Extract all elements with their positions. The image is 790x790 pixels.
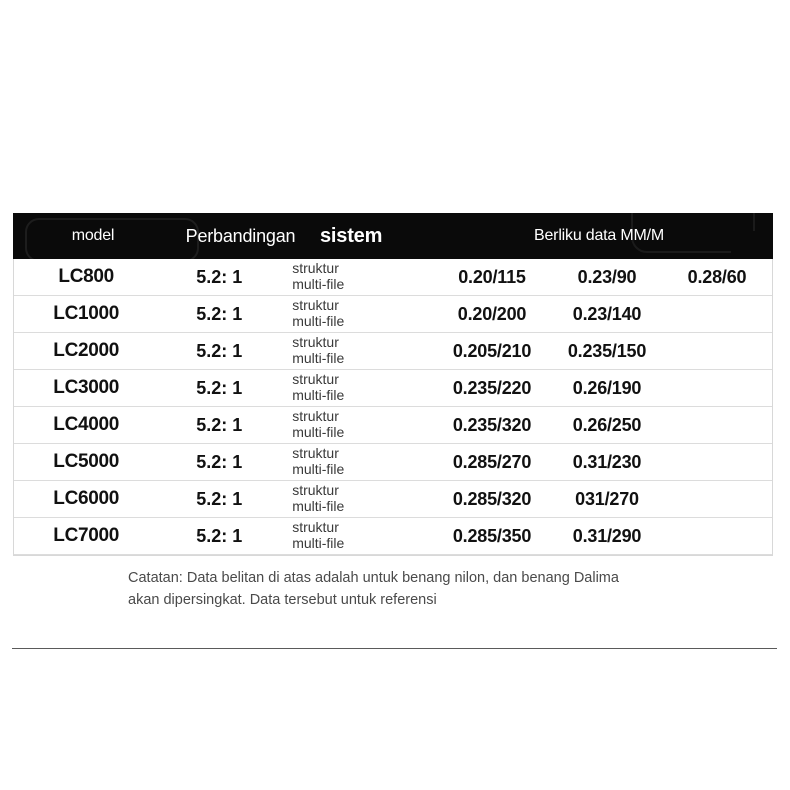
cell-system: struktur multi-file (280, 483, 414, 514)
cell-value-2: 0.26/190 (572, 377, 642, 398)
cell-values: 0.285/320 031/270 (414, 489, 772, 510)
cell-system: struktur multi-file (280, 446, 414, 477)
table-header-band: model Perbandingan sistem Berliku data M… (13, 213, 773, 259)
cell-value-2: 0.23/90 (577, 266, 637, 287)
cell-value-1: 0.285/320 (452, 488, 532, 509)
column-header-data: Berliku data MM/M (534, 227, 664, 244)
specification-table: model Perbandingan sistem Berliku data M… (13, 213, 773, 556)
cell-system-line1: struktur (292, 445, 339, 462)
table-row: LC800 5.2: 1 struktur multi-file 0.20/11… (14, 259, 772, 296)
cell-model: LC3000 (53, 377, 120, 398)
cell-model: LC800 (58, 266, 114, 287)
table-row: LC1000 5.2: 1 struktur multi-file 0.20/2… (14, 296, 772, 333)
cell-value-2: 0.23/140 (572, 303, 642, 324)
cell-value-1: 0.205/210 (452, 340, 532, 361)
cell-system: struktur multi-file (280, 298, 414, 329)
cell-system-line1: struktur (292, 297, 339, 314)
cell-values: 0.20/115 0.23/90 0.28/60 (414, 267, 772, 288)
table-footnote: Catatan: Data belitan di atas adalah unt… (128, 568, 728, 612)
cell-value-1: 0.235/320 (452, 414, 532, 435)
cell-model: LC7000 (53, 525, 120, 546)
cell-ratio: 5.2: 1 (196, 525, 243, 546)
cell-value-1: 0.285/270 (452, 451, 532, 472)
table-row: LC6000 5.2: 1 struktur multi-file 0.285/… (14, 481, 772, 518)
cell-system-line1: struktur (292, 260, 339, 277)
cell-value-2: 031/270 (575, 488, 639, 509)
cell-ratio: 5.2: 1 (196, 451, 243, 472)
cell-model: LC5000 (53, 451, 120, 472)
cell-value-1: 0.235/220 (452, 377, 532, 398)
table-row: LC5000 5.2: 1 struktur multi-file 0.285/… (14, 444, 772, 481)
table-row: LC2000 5.2: 1 struktur multi-file 0.205/… (14, 333, 772, 370)
cell-system-line2: multi-file (292, 498, 345, 514)
cell-ratio: 5.2: 1 (196, 303, 243, 324)
cell-ratio: 5.2: 1 (196, 488, 243, 509)
cell-value-2: 0.31/290 (572, 525, 642, 546)
cell-system-line2: multi-file (292, 350, 345, 366)
footnote-line-2: akan dipersingkat. Data tersebut untuk r… (128, 591, 437, 608)
table-row: LC3000 5.2: 1 struktur multi-file 0.235/… (14, 370, 772, 407)
cell-system-line1: struktur (292, 408, 339, 425)
cell-ratio: 5.2: 1 (196, 266, 243, 287)
cell-value-1: 0.285/350 (452, 525, 532, 546)
cell-system: struktur multi-file (280, 335, 414, 366)
cell-system-line2: multi-file (292, 424, 345, 440)
cell-values: 0.205/210 0.235/150 (414, 341, 772, 362)
cell-values: 0.285/270 0.31/230 (414, 452, 772, 473)
cell-system-line1: struktur (292, 334, 339, 351)
cell-values: 0.20/200 0.23/140 (414, 304, 772, 325)
cell-values: 0.235/220 0.26/190 (414, 378, 772, 399)
cell-value-2: 0.31/230 (572, 451, 642, 472)
table-row: LC4000 5.2: 1 struktur multi-file 0.235/… (14, 407, 772, 444)
footnote-line-1: Catatan: Data belitan di atas adalah unt… (128, 570, 619, 586)
table-body: LC800 5.2: 1 struktur multi-file 0.20/11… (13, 259, 773, 556)
cell-values: 0.235/320 0.26/250 (414, 415, 772, 436)
cell-value-3: 0.28/60 (687, 266, 747, 287)
cell-system-line2: multi-file (292, 313, 345, 329)
cell-value-2: 0.26/250 (572, 414, 642, 435)
cell-model: LC6000 (53, 488, 120, 509)
cell-system-line1: struktur (292, 371, 339, 388)
cell-system-line1: struktur (292, 482, 339, 499)
cell-system: struktur multi-file (280, 261, 414, 292)
column-header-ratio: Perbandingan (185, 225, 296, 246)
cell-value-1: 0.20/115 (458, 266, 526, 287)
cell-system-line1: struktur (292, 519, 339, 536)
cell-system: struktur multi-file (280, 520, 414, 551)
table-row: LC7000 5.2: 1 struktur multi-file 0.285/… (14, 518, 772, 555)
cell-system-line2: multi-file (292, 387, 345, 403)
cell-ratio: 5.2: 1 (196, 377, 243, 398)
cell-system-line2: multi-file (292, 461, 345, 477)
column-header-model: model (71, 227, 115, 244)
cell-ratio: 5.2: 1 (196, 340, 243, 361)
cell-model: LC4000 (53, 414, 120, 435)
cell-model: LC2000 (53, 340, 120, 361)
column-header-system: sistem (320, 224, 383, 247)
cell-system: struktur multi-file (280, 372, 414, 403)
cell-system-line2: multi-file (292, 535, 345, 551)
cell-values: 0.285/350 0.31/290 (414, 526, 772, 547)
cell-system: struktur multi-file (280, 409, 414, 440)
cell-system-line2: multi-file (292, 276, 345, 292)
cell-model: LC1000 (53, 303, 120, 324)
table-header-row: model Perbandingan sistem Berliku data M… (13, 213, 773, 259)
cell-value-1: 0.20/200 (457, 303, 527, 324)
cell-value-2: 0.235/150 (567, 340, 647, 361)
bottom-divider (12, 648, 777, 649)
cell-ratio: 5.2: 1 (196, 414, 243, 435)
